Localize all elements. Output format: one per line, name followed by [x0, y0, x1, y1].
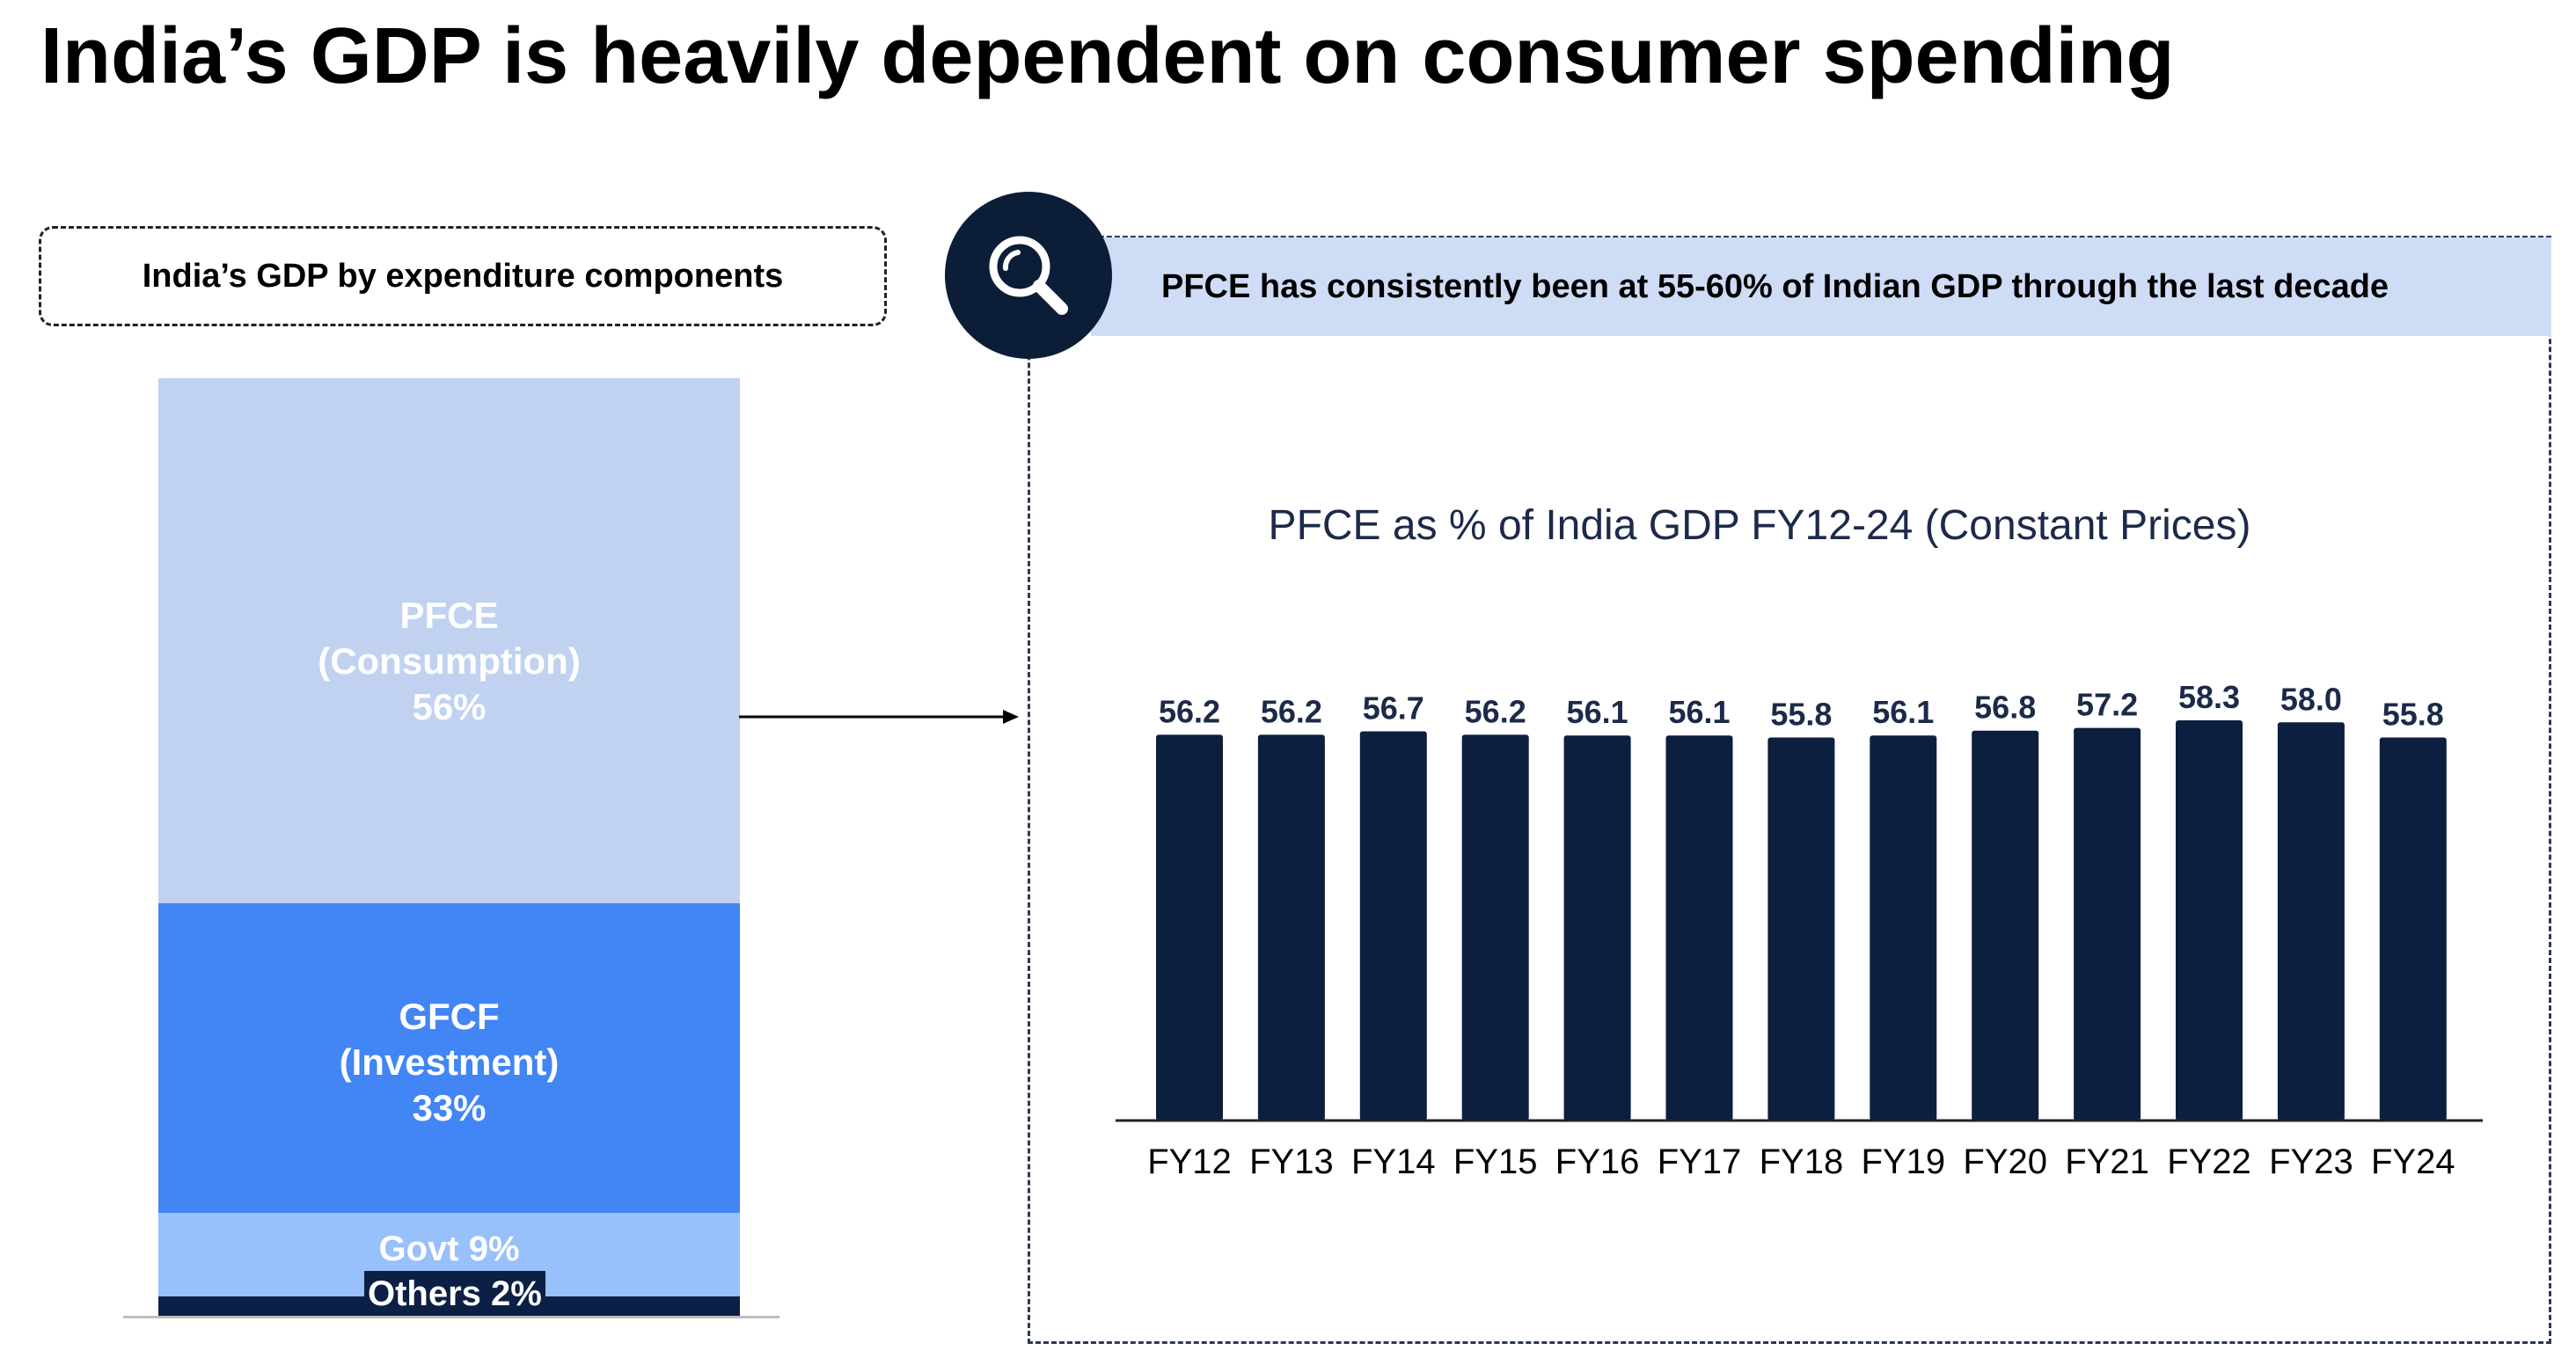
- bar-fy20: [1972, 730, 2039, 1121]
- bar-value-label: 56.1: [1872, 694, 1934, 730]
- bar-value-label: 56.8: [1974, 690, 2036, 726]
- x-tick-label: FY21: [2065, 1143, 2149, 1181]
- bar-fy15: [1461, 734, 1529, 1121]
- gdp-components-header: India’s GDP by expenditure components: [39, 226, 887, 326]
- x-tick-label: FY14: [1351, 1143, 1436, 1181]
- gdp-components-header-label: India’s GDP by expenditure components: [142, 257, 784, 295]
- segment-gfcf: [158, 903, 740, 1213]
- bar-value-label: 56.2: [1261, 693, 1322, 729]
- x-tick-label: FY15: [1453, 1143, 1538, 1181]
- x-tick-label: FY23: [2269, 1143, 2353, 1181]
- segment-pfce-pct: 56%: [412, 686, 487, 727]
- x-tick-label: FY19: [1861, 1143, 1945, 1181]
- bar-fy12: [1156, 734, 1223, 1121]
- bar-fy23: [2277, 722, 2345, 1121]
- bars-layer: [1156, 720, 2447, 1121]
- bar-fy17: [1665, 735, 1733, 1121]
- stack-baseline: [123, 1316, 779, 1318]
- segment-pfce-desc: (Consumption): [318, 640, 581, 682]
- bar-fy21: [2074, 727, 2141, 1121]
- pfce-chart-panel: [1028, 236, 2551, 1344]
- connector-arrow: [739, 710, 1019, 724]
- bar-value-label: 58.0: [2280, 681, 2342, 717]
- labels-layer: 56.2 FY12 56.2 FY13 56.7 FY14 56.2 FY15 56.1 FY16…: [1147, 679, 2455, 1181]
- search-icon: [945, 192, 1112, 359]
- segment-pfce: [158, 378, 740, 903]
- x-tick-label: FY17: [1658, 1143, 1742, 1181]
- x-tick-label: FY12: [1147, 1143, 1232, 1181]
- x-tick-label: FY22: [2167, 1143, 2251, 1181]
- bar-value-label: 55.8: [2382, 697, 2444, 733]
- bar-value-label: 58.3: [2178, 679, 2240, 715]
- chart-title: PFCE as % of India GDP FY12-24 (Constant…: [1268, 502, 2251, 549]
- bar-value-label: 56.2: [1465, 693, 1526, 729]
- insight-banner: PFCE has consistently been at 55-60% of …: [1091, 237, 2551, 336]
- segment-gfcf-name: GFCF: [399, 996, 500, 1037]
- segment-gfcf-label: GFCF (Investment) 33%: [158, 994, 740, 1131]
- page-title: India’s GDP is heavily dependent on cons…: [40, 12, 2175, 100]
- x-tick-label: FY16: [1555, 1143, 1640, 1181]
- bar-value-label: 56.1: [1668, 694, 1730, 730]
- bar-fy19: [1870, 735, 1937, 1121]
- segment-others-label: Others 2%: [364, 1271, 545, 1317]
- bar-fy13: [1257, 734, 1325, 1121]
- x-tick-label: FY18: [1760, 1143, 1844, 1181]
- bar-value-label: 57.2: [2076, 687, 2138, 723]
- bar-value-label: 55.8: [1770, 697, 1832, 733]
- bar-fy22: [2176, 720, 2243, 1121]
- segment-govt-label: Govt 9%: [378, 1230, 520, 1268]
- bar-value-label: 56.1: [1567, 694, 1628, 730]
- segment-gfcf-pct: 33%: [412, 1087, 487, 1128]
- bar-fy18: [1767, 737, 1835, 1121]
- x-tick-label: FY24: [2371, 1143, 2455, 1181]
- bar-value-label: 56.2: [1159, 693, 1220, 729]
- segment-pfce-label: PFCE (Consumption) 56%: [158, 593, 740, 730]
- bar-fy24: [2379, 737, 2447, 1121]
- insight-banner-text: PFCE has consistently been at 55-60% of …: [1161, 268, 2389, 305]
- bar-fy16: [1563, 735, 1631, 1121]
- segment-gfcf-desc: (Investment): [339, 1041, 560, 1083]
- bar-fy14: [1359, 731, 1427, 1121]
- segment-pfce-name: PFCE: [399, 595, 499, 636]
- x-tick-label: FY13: [1249, 1143, 1334, 1181]
- bar-value-label: 56.7: [1363, 690, 1424, 726]
- gdp-stacked-bar: PFCE (Consumption) 56% GFCF (Investment)…: [158, 378, 740, 1317]
- x-tick-label: FY20: [1963, 1143, 2047, 1181]
